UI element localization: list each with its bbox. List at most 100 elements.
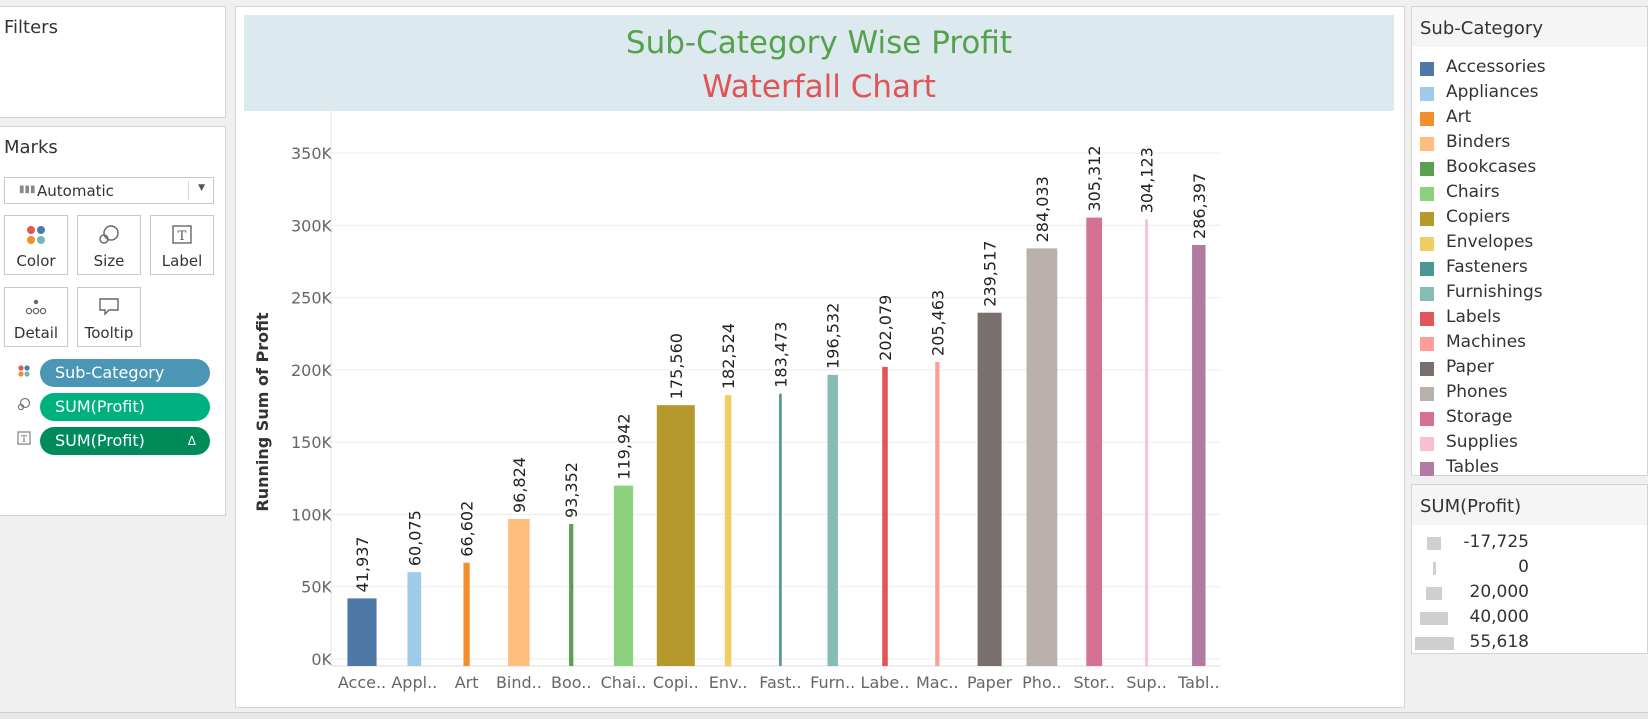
color-label: Color	[16, 252, 56, 270]
size-label: Size	[93, 252, 125, 270]
detail-icon	[5, 296, 67, 318]
legend-swatch	[1420, 337, 1434, 351]
bar[interactable]	[613, 485, 634, 666]
bars	[347, 217, 1206, 667]
tooltip-button[interactable]: Tooltip	[77, 287, 141, 347]
sub-category-legend[interactable]: Sub-Category Accessories Appliances Art Bin…	[1411, 6, 1648, 477]
legend-swatch	[1420, 412, 1434, 426]
size-legend-label: 20,000	[1469, 582, 1529, 602]
bar[interactable]	[1086, 217, 1103, 666]
size-button[interactable]: Size	[77, 215, 141, 275]
size-legend-title: SUM(Profit)	[1420, 496, 1522, 517]
chart-title: Sub-Category Wise Profit	[625, 25, 1013, 61]
bar[interactable]	[569, 524, 574, 666]
legend-swatch	[1420, 62, 1434, 76]
data-label: 304,123	[1138, 147, 1157, 213]
bar[interactable]	[827, 374, 838, 666]
data-label: 286,397	[1190, 173, 1209, 239]
x-tick-label: Stor..	[1073, 673, 1115, 692]
sum-profit-size-pill[interactable]: SUM(Profit)	[40, 393, 210, 421]
legend-swatch	[1420, 287, 1434, 301]
size-swatch	[1426, 587, 1442, 600]
detail-button[interactable]: Detail	[4, 287, 68, 347]
bar[interactable]	[935, 361, 940, 666]
chevron-down-icon[interactable]: ▼	[198, 183, 205, 193]
pill-label: Sub-Category	[55, 363, 165, 382]
bar[interactable]	[1192, 244, 1206, 666]
legend-swatch	[1420, 137, 1434, 151]
data-label: 284,033	[1033, 176, 1052, 242]
bar[interactable]	[656, 405, 695, 666]
filters-shelf[interactable]: Filters	[0, 6, 226, 118]
mark-type-value: Automatic	[37, 182, 114, 200]
bar[interactable]	[463, 562, 470, 666]
x-tick-label: Fast..	[759, 673, 801, 692]
tooltip-label: Tooltip	[84, 324, 134, 342]
bar[interactable]	[724, 395, 732, 666]
bar[interactable]	[1145, 219, 1148, 667]
size-icon	[16, 397, 32, 414]
legend-label: Machines	[1446, 332, 1527, 352]
data-label: 41,937	[353, 536, 372, 592]
color-icon	[5, 224, 67, 246]
bar[interactable]	[779, 393, 782, 666]
detail-label: Detail	[13, 324, 59, 342]
svg-text:T: T	[178, 229, 187, 244]
chart-subtitle: Waterfall Chart	[702, 69, 936, 105]
filters-title: Filters	[4, 17, 58, 38]
title-band: Sub-Category Wise Profit Waterfall Chart	[244, 15, 1394, 111]
data-label: 183,473	[771, 322, 790, 388]
x-tick-label: Furn..	[810, 673, 855, 692]
x-tick-label: Appl..	[391, 673, 437, 692]
size-legend-label: 40,000	[1469, 607, 1529, 627]
label-label: Label	[161, 252, 203, 270]
size-swatch	[1426, 537, 1442, 550]
legend-header: Sub-Category	[1412, 7, 1647, 47]
x-tick-label: Labe..	[861, 673, 910, 692]
x-tick-label: Tabl..	[1177, 673, 1220, 692]
sum-profit-label-pill[interactable]: SUM(Profit) Δ	[40, 427, 210, 455]
sub-category-color-pill[interactable]: Sub-Category	[40, 359, 210, 387]
size-swatch	[1432, 562, 1436, 575]
y-tick-label: 300K	[291, 216, 333, 235]
legend-swatch	[1420, 87, 1434, 101]
y-tick-label: 150K	[291, 433, 333, 452]
legend-swatch	[1420, 387, 1434, 401]
table-calc-delta-icon: Δ	[187, 434, 196, 448]
label-button[interactable]: T Label	[150, 215, 214, 275]
legend-label: Envelopes	[1446, 232, 1534, 252]
color-button[interactable]: Color	[4, 215, 68, 275]
label-icon: T	[151, 224, 213, 246]
size-swatch	[1414, 637, 1454, 650]
color-icon	[16, 364, 32, 381]
size-legend-item: 20,000	[1412, 581, 1647, 605]
data-label: 305,312	[1085, 145, 1104, 211]
y-tick-label: 100K	[291, 505, 333, 524]
bar[interactable]	[1026, 248, 1058, 666]
legend-label: Binders	[1446, 132, 1511, 152]
x-tick-label: Sup..	[1126, 673, 1167, 692]
legend-swatch	[1420, 462, 1434, 476]
bar[interactable]	[347, 598, 377, 666]
legend-swatch	[1420, 212, 1434, 226]
mark-type-dropdown[interactable]: ▮▮▮ Automatic ▼	[4, 177, 214, 204]
bar-chart-icon: ▮▮▮	[19, 184, 36, 195]
bar[interactable]	[407, 572, 422, 666]
y-tick-label: 0K	[311, 650, 332, 669]
size-swatch	[1419, 612, 1449, 625]
size-legend-label: -17,725	[1463, 532, 1529, 552]
data-label: 119,942	[615, 413, 634, 479]
bar[interactable]	[977, 312, 1002, 666]
size-legend[interactable]: SUM(Profit) -17,725 0 20,000 40,000 55,618	[1411, 484, 1648, 654]
data-label: 66,602	[458, 501, 477, 557]
marks-title: Marks	[4, 137, 58, 158]
size-legend-item: 0	[1412, 556, 1647, 580]
legend-swatch	[1420, 187, 1434, 201]
legend-label: Phones	[1446, 382, 1508, 402]
bar[interactable]	[882, 366, 888, 666]
bar[interactable]	[508, 519, 530, 666]
x-tick-label: Paper	[967, 673, 1013, 692]
legend-label: Furnishings	[1446, 282, 1543, 302]
waterfall-chart[interactable]: 0K 50K 100K 150K 200K 250K 300K 350K 41,937 60,0…	[236, 7, 1404, 707]
pill-label: SUM(Profit)	[55, 431, 145, 450]
